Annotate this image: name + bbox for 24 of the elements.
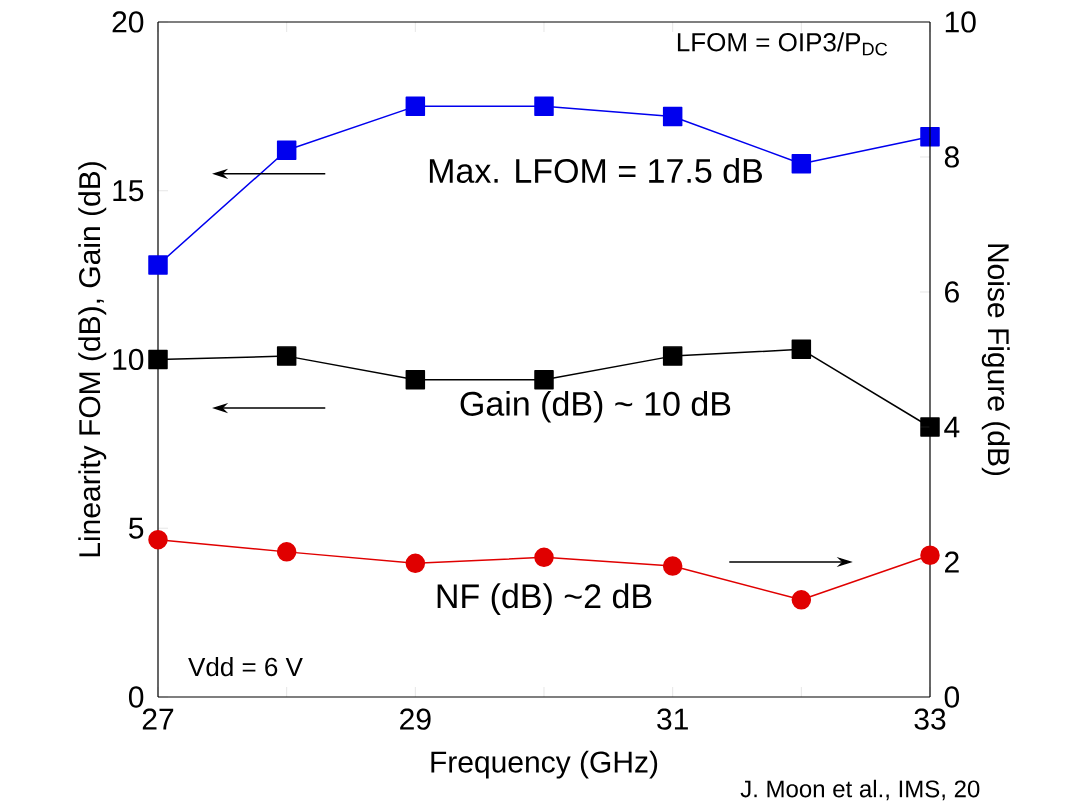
annotation: Gain (dB) ~ 10 dB (460, 390, 731, 423)
annotation: NF (dB) ~2 dB (437, 583, 652, 615)
annotation: Vdd = 6 V (188, 657, 303, 677)
x-tick-label: 31 (657, 708, 688, 730)
y-tick-label: 5 (128, 517, 144, 539)
text: J. Moon et al., IMS, 20 (740, 779, 980, 801)
y-tick-label: 0 (128, 686, 144, 708)
x-axis-title: Frequency (GHz) (431, 750, 658, 779)
y2-tick-label: 0 (944, 686, 960, 708)
y-axis-title: Linearity FOM (dB), Gain (dB) (78, 162, 107, 557)
y2-axis-title: Noise Figure (dB) (981, 244, 1010, 476)
x-tick-label: 27 (142, 708, 174, 730)
y2-tick-label: 10 (945, 11, 976, 33)
x-tick-label: 33 (914, 708, 946, 730)
y2-tick-label: 4 (944, 416, 960, 438)
y2-tick-label: 2 (945, 551, 959, 573)
y2-tick-label: 8 (944, 146, 959, 168)
y-tick-label: 10 (113, 348, 144, 371)
y-tick-label: 20 (112, 11, 144, 33)
x-tick-label: 29 (400, 708, 431, 730)
y-tick-label: 15 (113, 180, 144, 202)
y2-tick-label: 6 (945, 281, 959, 303)
annotation: LFOM = OIP3/P$_{DC}$ (677, 32, 888, 56)
annotation: Max. LFOM = 17.5 dB (429, 158, 762, 183)
